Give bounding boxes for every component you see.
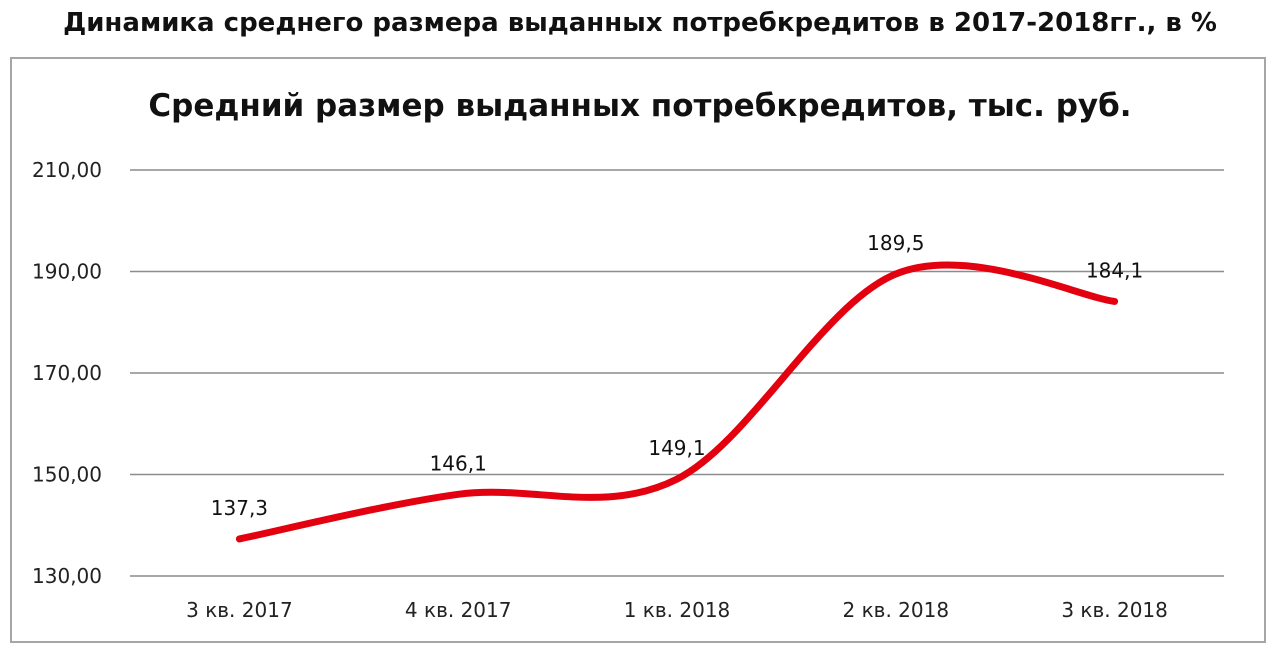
y-tick-label: 150,00 (32, 463, 102, 487)
data-point (895, 273, 897, 275)
series-layer (235, 261, 1119, 543)
y-axis-tick-labels: 130,00 150,00 170,00 190,00 210,00 (32, 158, 102, 588)
data-point (457, 493, 459, 495)
y-tick-label: 210,00 (32, 158, 102, 182)
chart-frame (10, 57, 1266, 643)
data-point (238, 538, 240, 540)
x-tick-label: 4 кв. 2017 (405, 598, 512, 622)
x-tick-label: 1 кв. 2018 (624, 598, 731, 622)
data-label: 137,3 (211, 496, 268, 520)
data-labels: 137,3 146,1 149,1 189,5 184,1 (211, 231, 1143, 520)
data-label: 184,1 (1086, 258, 1143, 282)
chart-title: Средний размер выданных потребкредитов, … (148, 88, 1131, 124)
series-line (235, 261, 1119, 543)
x-tick-label: 2 кв. 2018 (843, 598, 950, 622)
x-axis-tick-labels: 3 кв. 2017 4 кв. 2017 1 кв. 2018 2 кв. 2018… (186, 598, 1168, 622)
data-label: 146,1 (430, 451, 487, 475)
x-tick-label: 3 кв. 2018 (1061, 598, 1168, 622)
y-tick-label: 190,00 (32, 260, 102, 284)
gridlines (130, 169, 1224, 577)
y-tick-label: 130,00 (32, 564, 102, 588)
x-tick-label: 3 кв. 2017 (186, 598, 293, 622)
data-label: 189,5 (867, 231, 924, 255)
page-title: Динамика среднего размера выданных потре… (63, 8, 1217, 38)
data-point (1114, 300, 1116, 302)
y-tick-label: 170,00 (32, 361, 102, 385)
data-label: 149,1 (648, 436, 705, 460)
data-point (676, 478, 678, 480)
